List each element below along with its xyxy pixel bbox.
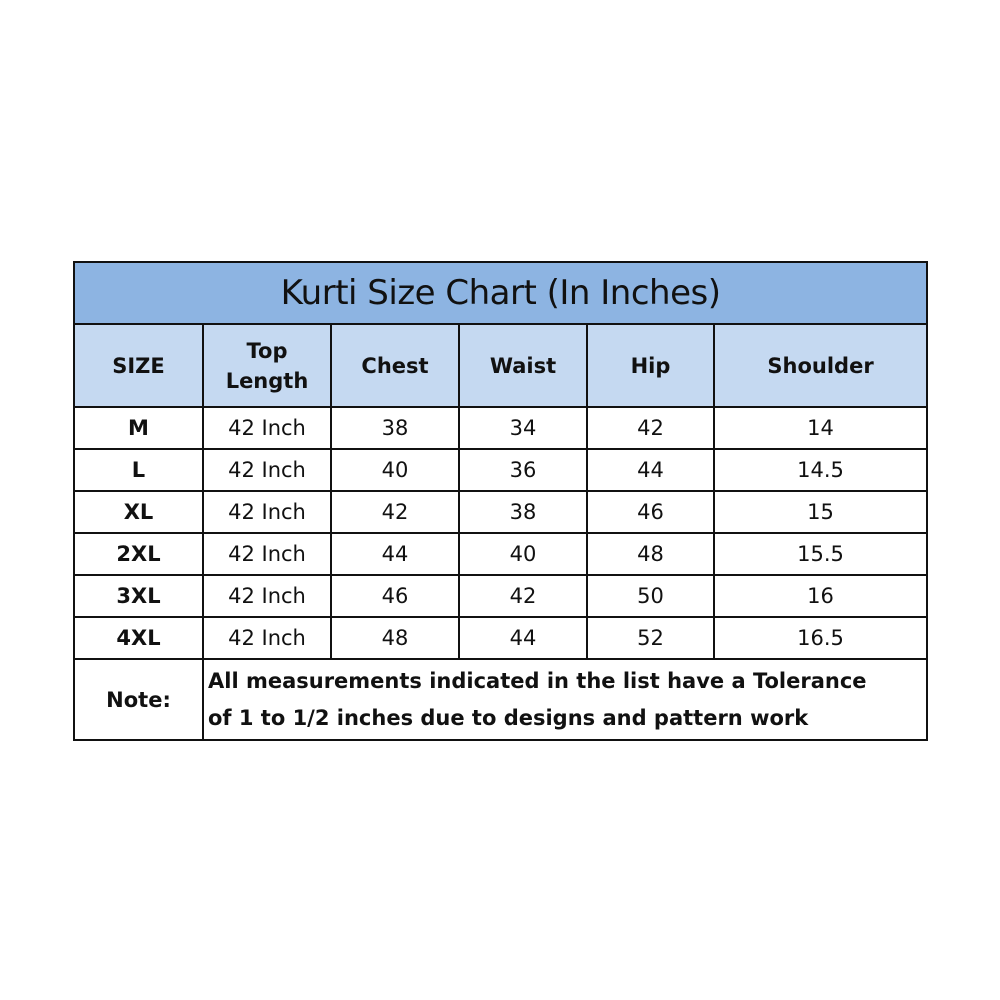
chart-title: Kurti Size Chart (In Inches) xyxy=(72,261,929,325)
table-cell: 14 xyxy=(712,406,929,450)
table-cell: 42 xyxy=(458,574,588,618)
header-row: SIZE Top Length Chest Waist Hip Shoulder xyxy=(73,323,929,408)
table-cell: 48 xyxy=(586,532,715,576)
column-header: Chest xyxy=(330,323,460,408)
table-cell: 16.5 xyxy=(712,616,929,660)
column-header: Hip xyxy=(586,323,715,408)
size-cell: 3XL xyxy=(73,574,204,618)
table-row: 4XL 42 Inch 48 44 52 16.5 xyxy=(73,616,929,660)
table-row: 2XL 42 Inch 44 40 48 15.5 xyxy=(73,532,929,576)
size-cell: L xyxy=(73,448,204,492)
table-cell: 42 xyxy=(330,490,460,534)
note-line-1: All measurements indicated in the list h… xyxy=(208,668,867,693)
table-cell: 46 xyxy=(330,574,460,618)
column-header: SIZE xyxy=(73,323,204,408)
size-cell: 4XL xyxy=(73,616,204,660)
table-cell: 42 Inch xyxy=(202,616,332,660)
table-cell: 42 Inch xyxy=(202,448,332,492)
size-cell: M xyxy=(73,406,204,450)
table-cell: 46 xyxy=(586,490,715,534)
column-header: Waist xyxy=(458,323,588,408)
table-cell: 44 xyxy=(330,532,460,576)
table-cell: 40 xyxy=(330,448,460,492)
table-cell: 15 xyxy=(712,490,929,534)
column-header: Shoulder xyxy=(712,323,929,408)
note-label: Note: xyxy=(73,658,204,741)
table-cell: 34 xyxy=(458,406,588,450)
size-cell: 2XL xyxy=(73,532,204,576)
table-cell: 44 xyxy=(586,448,715,492)
table-row: L 42 Inch 40 36 44 14.5 xyxy=(73,448,929,492)
table-cell: 38 xyxy=(330,406,460,450)
table-cell: 42 Inch xyxy=(202,574,332,618)
note-line-2: of 1 to 1/2 inches due to designs and pa… xyxy=(208,705,809,730)
table-cell: 36 xyxy=(458,448,588,492)
table-cell: 38 xyxy=(458,490,588,534)
table-cell: 14.5 xyxy=(712,448,929,492)
table-cell: 52 xyxy=(586,616,715,660)
table-row: 3XL 42 Inch 46 42 50 16 xyxy=(73,574,929,618)
note-text: All measurements indicated in the list h… xyxy=(201,658,929,741)
table-cell: 15.5 xyxy=(712,532,929,576)
table-cell: 48 xyxy=(330,616,460,660)
table-cell: 42 Inch xyxy=(202,532,332,576)
table-cell: 50 xyxy=(586,574,715,618)
table-cell: 16 xyxy=(712,574,929,618)
table-row: XL 42 Inch 42 38 46 15 xyxy=(73,490,929,534)
table-cell: 44 xyxy=(458,616,588,660)
table-cell: 42 Inch xyxy=(202,406,332,450)
table-cell: 42 Inch xyxy=(202,490,332,534)
column-header: Top Length xyxy=(202,323,332,408)
size-chart-table: Kurti Size Chart (In Inches) SIZE Top Len… xyxy=(72,261,929,741)
size-cell: XL xyxy=(73,490,204,534)
table-cell: 42 xyxy=(586,406,715,450)
table-cell: 40 xyxy=(458,532,588,576)
note-row: Note: All measurements indicated in the … xyxy=(73,658,929,741)
table-row: M 42 Inch 38 34 42 14 xyxy=(73,406,929,450)
